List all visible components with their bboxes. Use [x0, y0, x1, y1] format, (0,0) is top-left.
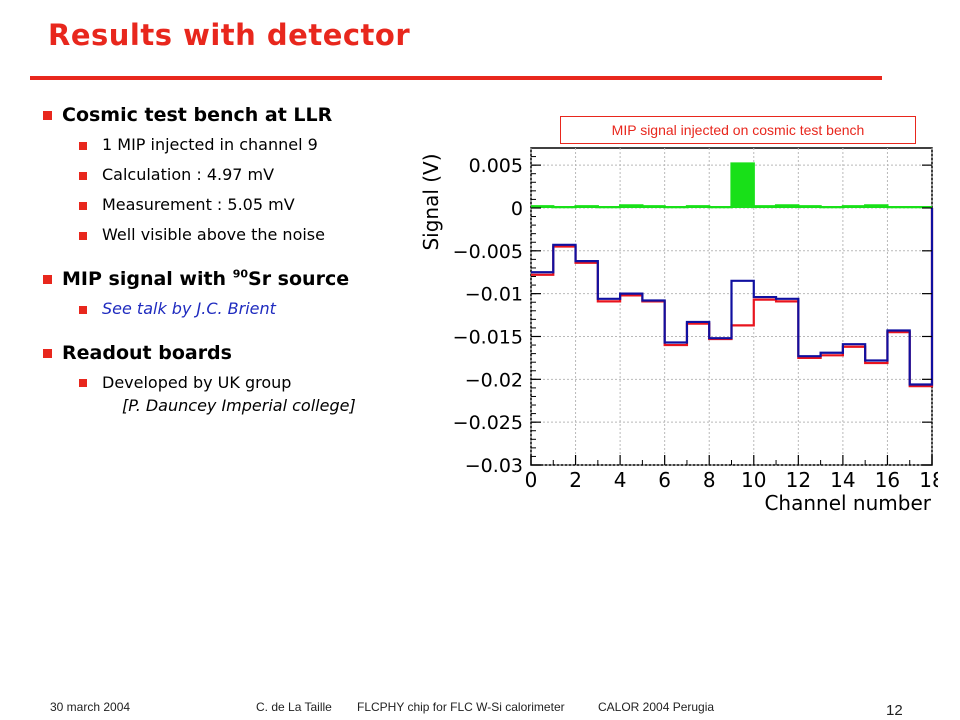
x-tick-label: 14	[830, 468, 855, 492]
y-tick-label: −0.025	[453, 412, 523, 434]
list-item-text: 1 MIP injected in channel 9	[102, 135, 318, 154]
section-heading-text: Sr source	[248, 268, 350, 290]
series-2-line	[531, 162, 932, 209]
bullet-square-icon	[79, 306, 87, 314]
y-tick-label: 0	[511, 198, 523, 220]
slide-title: Results with detector	[48, 18, 411, 52]
list-item: Measurement : 5.05 mV	[40, 190, 440, 220]
x-axis-label: Channel number	[764, 491, 931, 515]
isotope-superscript: 90	[232, 267, 249, 281]
series-1-line	[531, 207, 934, 386]
list-item-text: Developed by UK group	[102, 373, 292, 392]
list-item: Well visible above the noise	[40, 220, 440, 250]
x-ticks: 0 2 4 6 8 10 12 14 16 18	[525, 455, 938, 492]
y-tick-label: −0.015	[453, 326, 523, 348]
title-divider	[30, 76, 882, 80]
y-tick-label: −0.01	[465, 284, 523, 306]
bullet-square-icon	[79, 232, 87, 240]
bullet-square-icon	[79, 172, 87, 180]
x-tick-label: 16	[875, 468, 900, 492]
list-item-text: Calculation : 4.97 mV	[102, 165, 275, 184]
y-ticks: 0.005 0 −0.005 −0.01 −0.015 −0.02 −0.025 −0.03	[453, 155, 932, 477]
bullet-square-icon	[43, 111, 52, 120]
x-tick-label: 6	[658, 468, 671, 492]
x-tick-label: 4	[614, 468, 627, 492]
list-item: 1 MIP injected in channel 9	[40, 130, 440, 160]
chart-series	[531, 162, 934, 388]
list-item: Calculation : 4.97 mV	[40, 160, 440, 190]
footer-author: C. de La Taille	[256, 700, 332, 714]
list-item-text: Well visible above the noise	[102, 225, 325, 244]
bullet-list: Cosmic test bench at LLR 1 MIP injected …	[40, 100, 440, 431]
footer-conference: CALOR 2004 Perugia	[598, 700, 715, 714]
section-heading-text: Readout boards	[62, 342, 232, 364]
section-heading-text: Cosmic test bench at LLR	[62, 104, 333, 126]
y-axis-label: Signal (V)	[419, 153, 443, 250]
bullet-square-icon	[43, 349, 52, 358]
footer-date: 30 march 2004	[50, 700, 131, 714]
talk-reference-link[interactable]: See talk by J.C. Brient	[102, 299, 276, 318]
footer-subject: FLCPHY chip for FLC W-Si calorimeter	[357, 700, 565, 714]
y-tick-label: −0.02	[465, 369, 523, 391]
bullet-square-icon	[79, 202, 87, 210]
section-sr-source: MIP signal with 90Sr source See talk by …	[40, 264, 440, 324]
x-tick-label: 0	[525, 468, 538, 492]
y-tick-label: −0.005	[453, 241, 523, 263]
chart-caption: MIP signal injected on cosmic test bench	[560, 116, 916, 144]
page-number: 12	[886, 702, 903, 719]
list-item-text: Measurement : 5.05 mV	[102, 195, 295, 214]
section-heading-text: MIP signal with	[62, 268, 233, 290]
bullet-square-icon	[79, 379, 87, 387]
y-tick-label: 0.005	[469, 155, 523, 177]
signal-chart: 0.0050−0.005−0.01−0.015−0.02−0.025−0.03 …	[419, 147, 938, 515]
x-tick-label: 10	[741, 468, 766, 492]
x-tick-label: 12	[786, 468, 811, 492]
section-heading: MIP signal with 90Sr source	[40, 264, 440, 294]
y-tick-label: −0.03	[465, 455, 523, 477]
bullet-square-icon	[79, 142, 87, 150]
list-item: See talk by J.C. Brient	[40, 294, 440, 324]
section-heading: Cosmic test bench at LLR	[40, 100, 440, 130]
x-tick-label: 8	[703, 468, 716, 492]
section-cosmic-test: Cosmic test bench at LLR 1 MIP injected …	[40, 100, 440, 250]
list-item-continuation: [P. Dauncey Imperial college]	[122, 396, 356, 415]
section-heading: Readout boards	[40, 338, 440, 368]
x-tick-label: 18	[919, 468, 938, 492]
x-tick-label: 2	[569, 468, 582, 492]
list-item: Developed by UK group [P. Dauncey Imperia…	[40, 368, 440, 417]
bullet-square-icon	[43, 275, 52, 284]
section-readout-boards: Readout boards Developed by UK group [P. …	[40, 338, 440, 417]
